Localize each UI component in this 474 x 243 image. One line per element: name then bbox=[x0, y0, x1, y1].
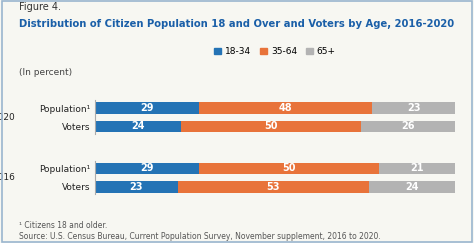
Text: 23: 23 bbox=[129, 182, 143, 192]
Bar bbox=[178, 181, 369, 192]
Legend: 18-34, 35-64, 65+: 18-34, 35-64, 65+ bbox=[210, 44, 339, 60]
Text: 50: 50 bbox=[264, 122, 278, 131]
Bar bbox=[95, 181, 178, 192]
Text: 26: 26 bbox=[401, 122, 415, 131]
Text: 2020: 2020 bbox=[0, 113, 16, 122]
Bar bbox=[199, 163, 379, 174]
Text: 29: 29 bbox=[140, 164, 154, 174]
Text: 24: 24 bbox=[131, 122, 145, 131]
Bar bbox=[199, 102, 372, 114]
Bar bbox=[379, 163, 455, 174]
Text: 24: 24 bbox=[405, 182, 419, 192]
Text: Distribution of Citizen Population 18 and Over and Voters by Age, 2016-2020: Distribution of Citizen Population 18 an… bbox=[19, 19, 454, 29]
Text: (In percent): (In percent) bbox=[19, 68, 72, 77]
Bar bbox=[95, 121, 181, 132]
Text: 2016: 2016 bbox=[0, 173, 16, 182]
Bar bbox=[181, 121, 361, 132]
Text: 53: 53 bbox=[266, 182, 280, 192]
Text: 50: 50 bbox=[283, 164, 296, 174]
Bar bbox=[372, 102, 455, 114]
Text: 48: 48 bbox=[279, 103, 292, 113]
Text: Figure 4.: Figure 4. bbox=[19, 2, 61, 12]
Bar bbox=[361, 121, 455, 132]
Bar bbox=[95, 163, 199, 174]
Text: 23: 23 bbox=[407, 103, 420, 113]
Bar bbox=[369, 181, 455, 192]
Bar bbox=[95, 102, 199, 114]
Text: 29: 29 bbox=[140, 103, 154, 113]
Text: ¹ Citizens 18 and older.
Source: U.S. Census Bureau, Current Population Survey, : ¹ Citizens 18 and older. Source: U.S. Ce… bbox=[19, 221, 381, 241]
Text: 21: 21 bbox=[410, 164, 424, 174]
